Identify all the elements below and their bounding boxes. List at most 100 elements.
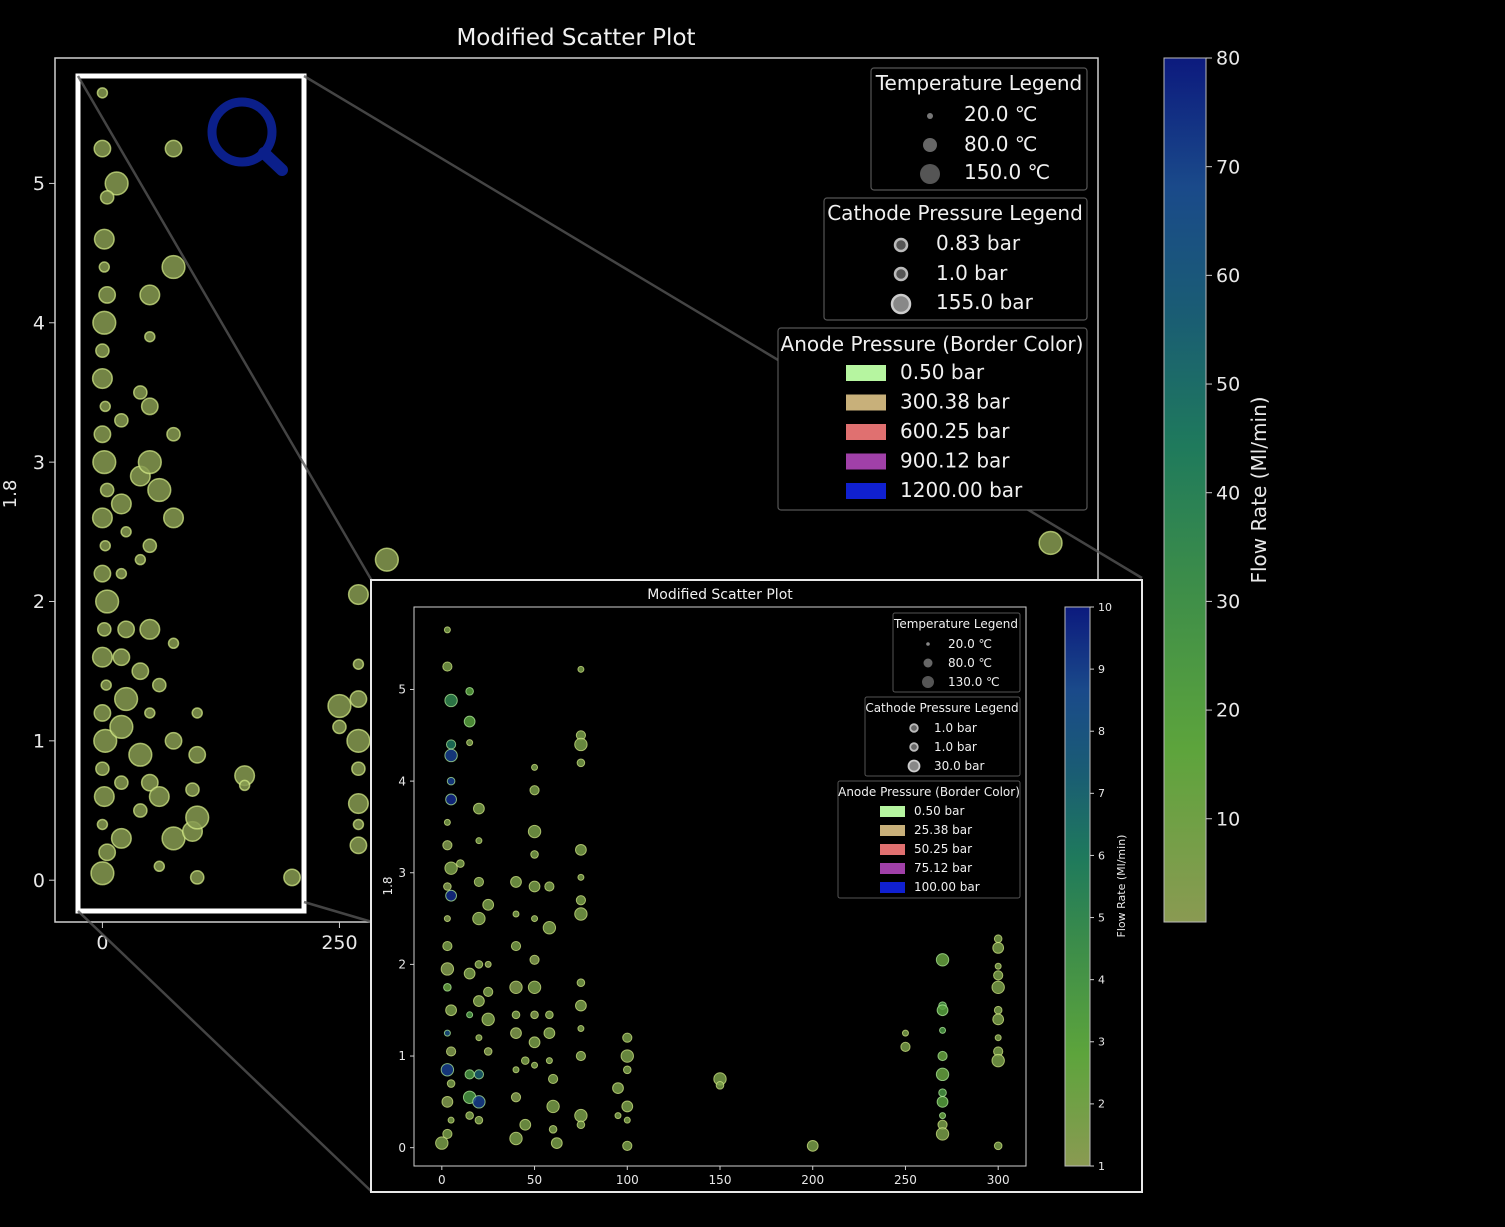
scatter-point (446, 1079, 456, 1088)
scatter-point (440, 962, 455, 976)
scatter-point (542, 921, 557, 935)
scatter-point (528, 880, 541, 893)
colorbar-tick-label: 80 (1216, 48, 1240, 70)
temperature-legend-entry: 20.0 ℃ (964, 102, 1037, 126)
scatter-point (442, 1128, 453, 1140)
scatter-point (483, 1047, 493, 1056)
scatter-point (475, 837, 483, 845)
scatter-point (473, 1069, 485, 1080)
scatter-point (464, 1069, 475, 1080)
scatter-point (512, 1066, 520, 1074)
scatter-point (132, 385, 148, 400)
inset-chart-title: Modified Scatter Plot (647, 587, 793, 603)
scatter-point (510, 876, 522, 888)
inset-temperature-legend-entry: 130.0 ℃ (948, 675, 1000, 689)
zoom-selection-box[interactable] (75, 73, 307, 914)
scatter-point (442, 840, 453, 851)
scatter-point (93, 139, 112, 158)
scatter-point (544, 881, 555, 892)
scatter-point (144, 330, 156, 343)
magnifier-icon[interactable] (207, 97, 288, 176)
scatter-point (153, 860, 166, 873)
colorbar-tick-label: 10 (1098, 601, 1112, 614)
scatter-point (164, 731, 183, 750)
scatter-point (112, 648, 131, 667)
temperature-legend-marker (923, 138, 937, 152)
scatter-point (96, 818, 109, 831)
scatter-point (519, 1118, 532, 1131)
anode-legend-swatch (880, 863, 905, 874)
scatter-point (445, 739, 457, 750)
inset-temperature-legend-entry: 80.0 ℃ (948, 656, 992, 670)
scatter-point (939, 1026, 947, 1034)
scatter-point (95, 589, 120, 614)
scatter-point (623, 1116, 631, 1124)
scatter-point (164, 139, 183, 158)
scatter-point (512, 910, 520, 918)
scatter-point (575, 999, 587, 1012)
scatter-point (530, 850, 539, 859)
temperature-legend-entry: 150.0 ℃ (964, 160, 1050, 184)
temperature-legend-entry: 80.0 ℃ (964, 132, 1037, 156)
temperature-legend: Temperature Legend 20.0 ℃ 80.0 ℃ 150.0 ℃ (870, 67, 1088, 191)
y-tick-label: 1 (33, 730, 45, 752)
scatter-point (137, 449, 162, 475)
scatter-point (576, 758, 586, 768)
colorbar-tick-label: 4 (1098, 974, 1105, 987)
scatter-point (93, 728, 118, 753)
colorbar-tick-label: 40 (1216, 482, 1240, 504)
inset-cathode-legend-title: Cathode Pressure Legend (865, 701, 1018, 715)
cathode-legend-entry: 155.0 bar (936, 290, 1034, 314)
colorbar-tick-label: 5 (1098, 911, 1105, 924)
scatter-point (96, 87, 109, 99)
scatter-point (612, 1082, 624, 1095)
anode-legend-entry: 300.38 bar (900, 390, 1010, 414)
scatter-point (90, 861, 115, 886)
scatter-point (550, 1137, 563, 1149)
scatter-point (110, 493, 132, 515)
anode-legend-entry: 1200.00 bar (900, 478, 1023, 502)
temperature-legend-title: Temperature Legend (875, 71, 1083, 95)
colorbar-tick-label: 30 (1216, 591, 1240, 613)
scatter-point (466, 739, 474, 747)
scatter-point (115, 567, 128, 580)
anode-legend-swatch (880, 806, 905, 817)
scatter-point (445, 793, 457, 806)
scatter-point (95, 761, 110, 777)
scatter-point (482, 898, 495, 911)
scatter-point (444, 693, 458, 708)
scatter-point (545, 1010, 554, 1020)
inset-cathode-legend-marker (907, 759, 921, 773)
anode-legend-swatch (846, 453, 886, 470)
inset-anode-pressure-legend: Anode Pressure (Border Color) 0.50 bar 25… (837, 780, 1021, 899)
scatter-point (191, 707, 203, 719)
scatter-point (440, 1063, 455, 1077)
scatter-point (574, 907, 588, 921)
inset-temperature-legend-title: Temperature Legend (893, 617, 1018, 631)
scatter-point (445, 1046, 457, 1057)
scatter-point (95, 343, 110, 358)
scatter-point (144, 707, 156, 719)
anode-legend-swatch (880, 844, 905, 855)
y-tick-label: 3 (398, 866, 406, 880)
scatter-point (463, 715, 476, 728)
scatter-point (128, 742, 153, 767)
scatter-point (483, 986, 494, 997)
scatter-point (509, 980, 523, 995)
scatter-point (435, 1136, 449, 1150)
anode-legend-swatch (846, 424, 886, 440)
scatter-point (520, 1056, 530, 1065)
colorbar-tick-label: 1 (1098, 1160, 1105, 1173)
scatter-point (577, 873, 585, 881)
anode-legend-title: Anode Pressure (Border Color) (781, 332, 1084, 356)
inset-x-axis-ticks: 0 50 100 150 200 250 300 (438, 1166, 1010, 1187)
scatter-point (442, 940, 453, 952)
scatter-point (99, 539, 112, 552)
scatter-point (185, 805, 210, 830)
scatter-point (114, 775, 129, 790)
x-tick-label: 200 (801, 1173, 824, 1187)
scatter-point (900, 1041, 911, 1052)
cathode-legend-marker (890, 293, 912, 315)
scatter-point (473, 802, 485, 815)
scatter-point (509, 1131, 523, 1146)
